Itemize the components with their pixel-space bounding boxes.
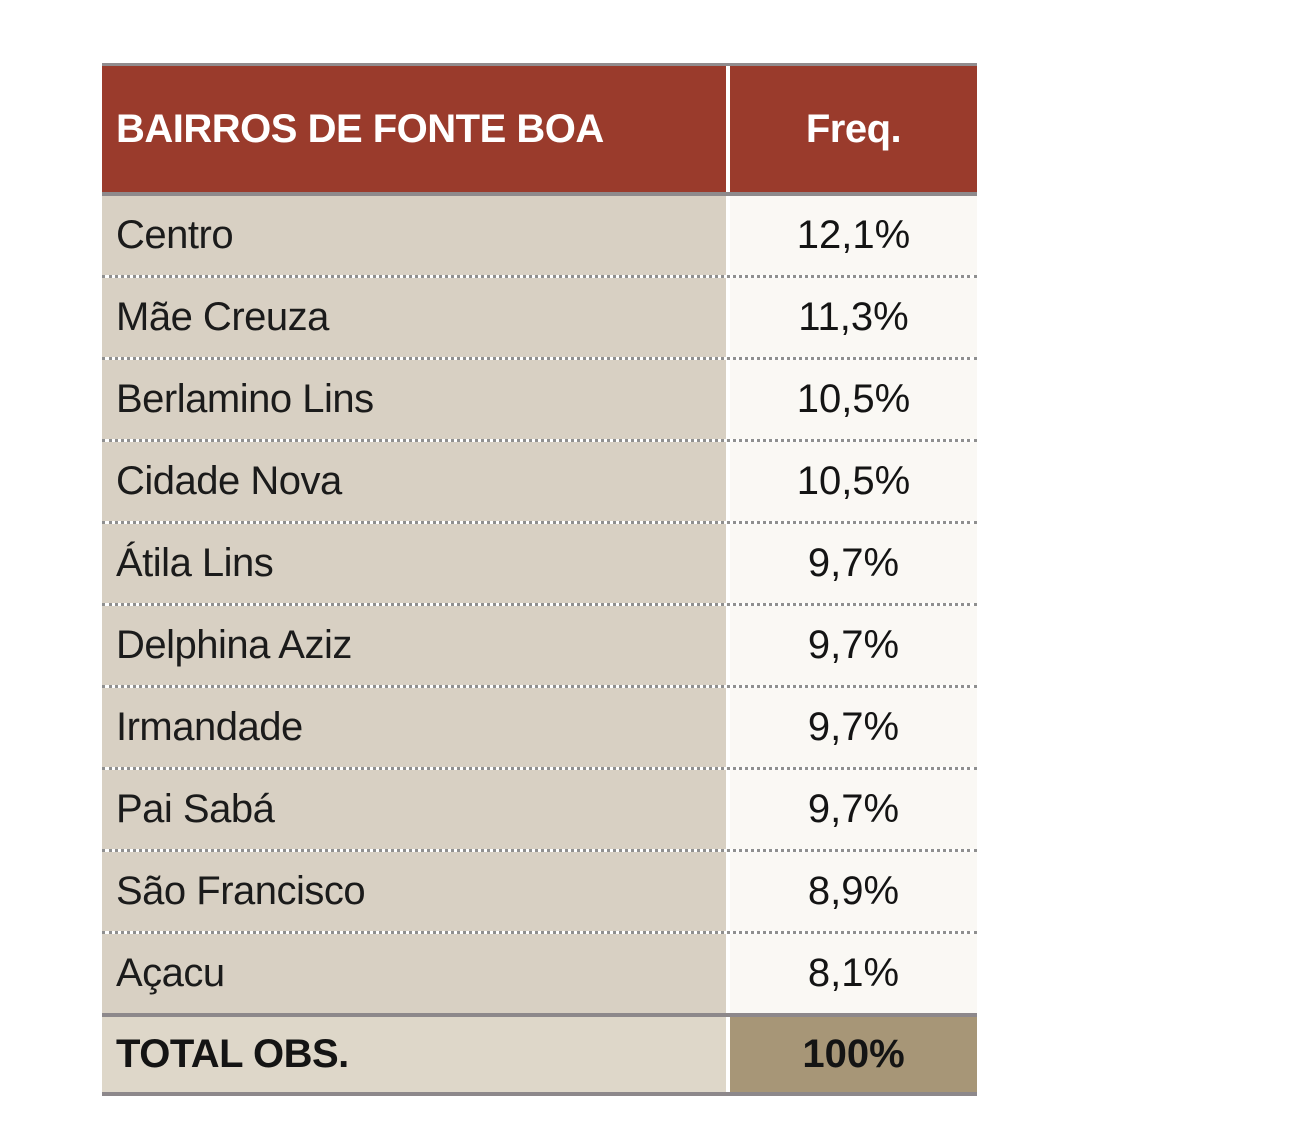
column-divider [726,606,730,685]
row-freq: 8,1% [730,934,977,1013]
column-divider [726,934,730,1013]
table-row: Mãe Creuza 11,3% [102,275,977,357]
row-name: Átila Lins [102,524,726,603]
row-name: São Francisco [102,852,726,931]
row-name: Pai Sabá [102,770,726,849]
row-name: Centro [102,196,726,275]
column-divider [726,852,730,931]
column-divider [726,66,730,192]
table-row: Átila Lins 9,7% [102,521,977,603]
row-freq: 10,5% [730,442,977,521]
row-name: Mãe Creuza [102,278,726,357]
column-divider [726,688,730,767]
row-name: Açacu [102,934,726,1013]
row-freq: 9,7% [730,524,977,603]
header-cell-freq: Freq. [730,66,977,192]
row-freq: 10,5% [730,360,977,439]
table-row: Centro 12,1% [102,196,977,275]
table-total-row: TOTAL OBS. 100% [102,1013,977,1096]
table-header-row: BAIRROS DE FONTE BOA Freq. [102,63,977,196]
row-freq: 8,9% [730,852,977,931]
row-freq: 9,7% [730,606,977,685]
table-row: Delphina Aziz 9,7% [102,603,977,685]
table-row: São Francisco 8,9% [102,849,977,931]
row-freq: 12,1% [730,196,977,275]
table-row: Cidade Nova 10,5% [102,439,977,521]
column-divider [726,524,730,603]
row-name: Irmandade [102,688,726,767]
column-divider [726,360,730,439]
column-divider [726,442,730,521]
row-freq: 9,7% [730,770,977,849]
total-freq: 100% [730,1017,977,1092]
header-cell-bairros: BAIRROS DE FONTE BOA [102,66,726,192]
column-divider [726,196,730,275]
table-row: Irmandade 9,7% [102,685,977,767]
frequency-table: BAIRROS DE FONTE BOA Freq. Centro 12,1% … [102,63,977,1096]
row-name: Cidade Nova [102,442,726,521]
table-row: Berlamino Lins 10,5% [102,357,977,439]
row-freq: 9,7% [730,688,977,767]
total-label: TOTAL OBS. [102,1017,726,1092]
column-divider [726,1017,730,1092]
row-freq: 11,3% [730,278,977,357]
column-divider [726,278,730,357]
table-row: Açacu 8,1% [102,931,977,1013]
table-row: Pai Sabá 9,7% [102,767,977,849]
row-name: Berlamino Lins [102,360,726,439]
row-name: Delphina Aziz [102,606,726,685]
column-divider [726,770,730,849]
